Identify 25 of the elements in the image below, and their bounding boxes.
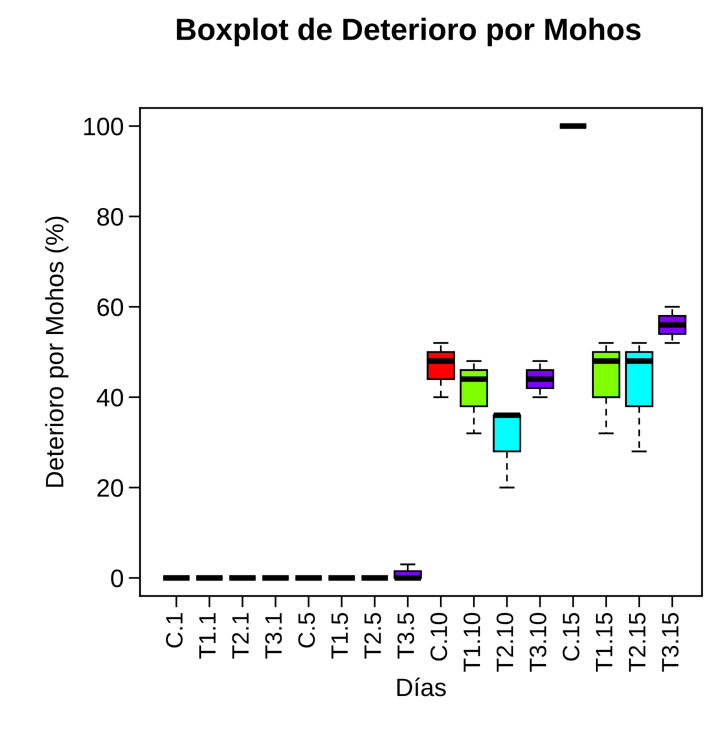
y-axis-title: Deterioro por Mohos (%) bbox=[45, 216, 68, 487]
x-tick-label: T1.15 bbox=[596, 612, 612, 672]
y-tick-label: 20 bbox=[97, 479, 124, 497]
x-tick-label: T1.10 bbox=[464, 612, 480, 672]
x-tick-label: T2.5 bbox=[364, 612, 382, 659]
x-tick-label: C.5 bbox=[298, 612, 315, 648]
y-tick-label: 60 bbox=[97, 298, 124, 316]
x-tick-label: T2.15 bbox=[628, 612, 646, 672]
x-axis-title: Días bbox=[397, 678, 446, 696]
y-tick-label: 80 bbox=[97, 208, 124, 226]
x-tick-label: T3.10 bbox=[530, 612, 546, 672]
x-tick-label: T1.5 bbox=[332, 612, 348, 659]
y-tick-label: 100 bbox=[84, 118, 124, 136]
y-tick-label: 40 bbox=[96, 388, 124, 406]
y-tick-label: 0 bbox=[111, 570, 124, 588]
x-tick-label: C.1 bbox=[166, 613, 183, 648]
x-tick-label: T1.1 bbox=[199, 613, 216, 659]
chart-title: Boxplot de Deterioro por Mohos bbox=[176, 18, 640, 46]
x-tick-label: T3.5 bbox=[397, 612, 414, 659]
x-tick-label: C.10 bbox=[430, 612, 448, 661]
x-tick-label: C.15 bbox=[562, 612, 580, 661]
x-tick-label: T2.1 bbox=[232, 613, 249, 659]
x-tick-label: T3.1 bbox=[265, 613, 282, 659]
x-tick-label: T2.10 bbox=[496, 612, 514, 672]
x-tick-label: T3.15 bbox=[662, 612, 679, 672]
